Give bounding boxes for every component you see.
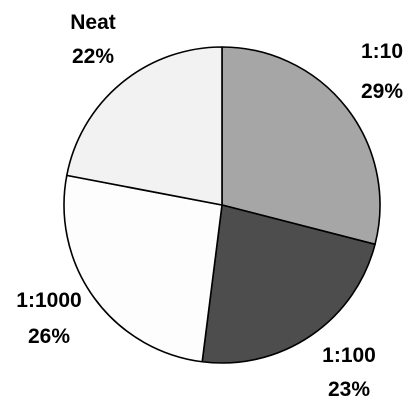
slice-label: 1:100 <box>322 344 376 367</box>
slice-value-label: 23% <box>328 378 370 401</box>
labels-layer: 1:10 29% 1:100 23% 1:1000 26% Neat 22% <box>16 11 403 401</box>
pie-slice-1-1000 <box>63 174 223 363</box>
pie-slice-neat <box>66 46 223 206</box>
pie-slice-1-10 <box>221 46 381 246</box>
slice-value-label: 26% <box>28 325 70 348</box>
slice-value-label: 22% <box>72 45 114 68</box>
slice-label: 1:1000 <box>16 289 81 312</box>
pie-slice-1-100 <box>201 204 376 364</box>
slice-value-label: 29% <box>361 80 403 103</box>
slice-label: 1:10 <box>361 40 403 63</box>
slices-layer <box>63 46 381 364</box>
slice-label: Neat <box>70 11 116 34</box>
